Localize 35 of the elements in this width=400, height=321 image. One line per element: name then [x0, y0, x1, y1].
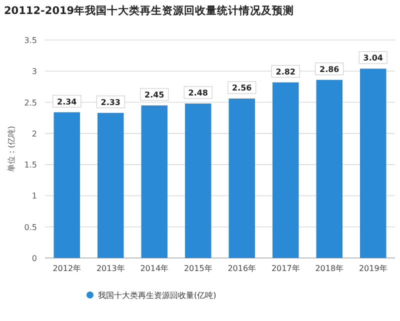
- data-label: 2.82: [276, 67, 296, 76]
- y-tick-label: 0: [32, 254, 37, 263]
- y-tick-label: 2.5: [24, 98, 37, 108]
- chart-title: 20112-2019年我国十大类再生资源回收量统计情况及预测: [4, 4, 294, 17]
- bar: [228, 98, 255, 258]
- data-label: 2.56: [232, 84, 252, 93]
- data-label: 3.04: [363, 54, 384, 63]
- bar: [360, 68, 386, 258]
- y-tick-label: 1.5: [24, 160, 37, 170]
- x-tick-label: 2019年: [358, 264, 388, 273]
- x-tick-label: 2012年: [52, 264, 82, 273]
- data-label: 2.86: [320, 64, 340, 74]
- bar: [316, 80, 342, 258]
- x-tick-label: 2018年: [315, 264, 344, 273]
- y-axis-title: 单位：(亿吨): [7, 126, 16, 172]
- data-label: 2.48: [188, 88, 208, 98]
- bar: [141, 105, 168, 258]
- data-label: 2.45: [144, 90, 165, 100]
- bar: [98, 112, 124, 258]
- bar: [272, 82, 299, 258]
- y-tick-label: 3: [32, 67, 37, 76]
- data-label: 2.33: [100, 98, 120, 107]
- y-tick-label: 2: [32, 129, 37, 138]
- bar: [185, 104, 212, 258]
- x-tick-label: 2017年: [271, 264, 300, 273]
- x-tick-label: 2015年: [184, 264, 212, 273]
- legend-label: 我国十大类再生资源回收量(亿吨): [98, 291, 216, 300]
- y-tick-label: 0.5: [24, 222, 37, 232]
- x-tick-label: 2016年: [228, 264, 256, 273]
- x-tick-label: 2014年: [140, 264, 169, 273]
- x-tick-label: 2013年: [96, 264, 125, 273]
- y-tick-label: 3.5: [24, 36, 37, 45]
- data-label: 2.34: [57, 97, 78, 106]
- y-tick-label: 1: [32, 192, 37, 201]
- bar: [54, 112, 80, 258]
